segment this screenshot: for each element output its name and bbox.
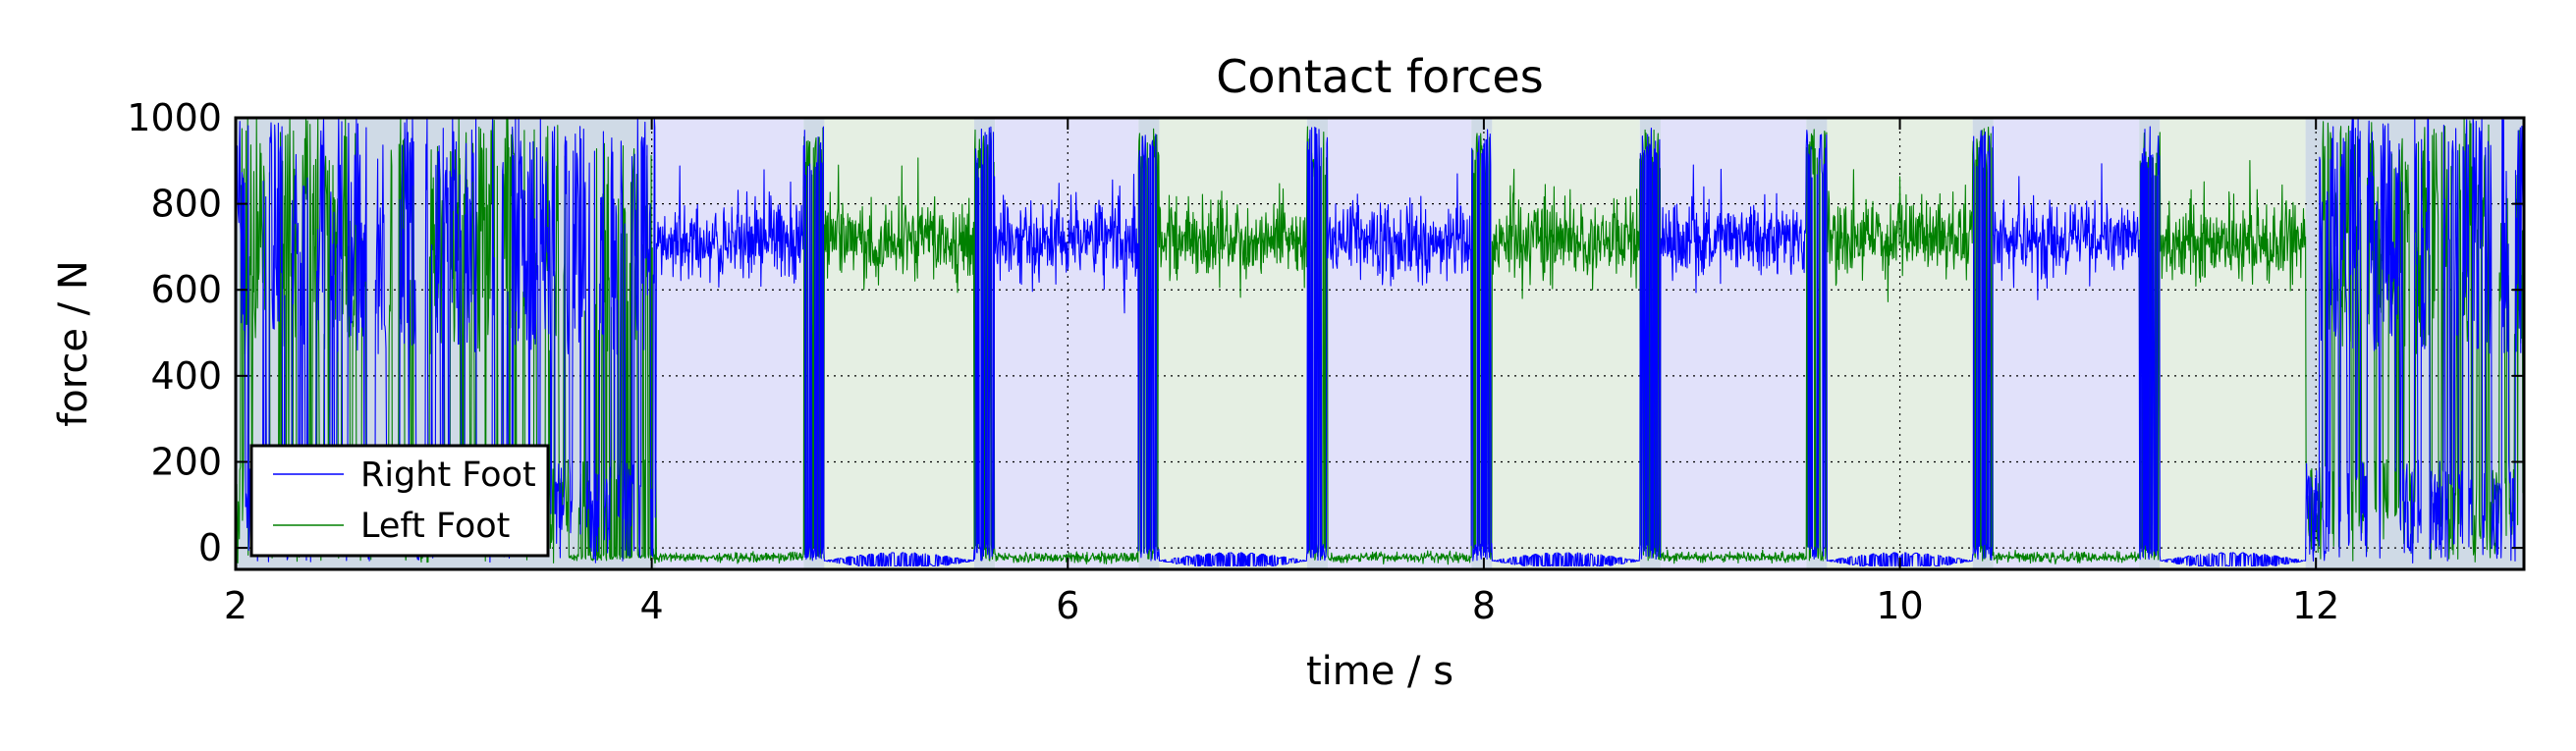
phase-band-left-19 [2160,118,2306,569]
phase-band-right-9 [1328,118,1472,569]
plot-frame [234,116,2526,571]
series-line-right-foot [235,117,2525,567]
x-tick-label-8: 8 [1472,584,1496,627]
legend-box [249,444,550,558]
y-tick-label-1000: 1000 [127,96,222,139]
series-layer [235,117,2525,567]
series-line-left-foot [235,117,2525,565]
y-tick-label-600: 600 [150,268,222,311]
chart-title: Contact forces [1216,50,1543,103]
x-tick-label-10: 10 [1876,584,1923,627]
x-tick-label-4: 4 [640,584,664,627]
phase-band-left-3 [824,118,974,569]
legend-label-right-foot: Right Foot [360,456,536,495]
axis-ticks: 2 4 6 8 10 12 0 200 400 600 800 1000 [127,96,2524,627]
y-axis-label: force / N [51,260,96,427]
y-tick-label-400: 400 [150,354,222,398]
x-tick-label-2: 2 [224,584,247,627]
phase-band-right-17 [1993,118,2140,569]
phase-shading [236,118,2524,569]
phase-band-right-1 [655,118,804,569]
y-tick-label-200: 200 [150,440,222,483]
phase-band-right-13 [1660,118,1807,569]
phase-band-left-7 [1159,118,1307,569]
x-tick-label-12: 12 [2292,584,2339,627]
legend: Right Foot Left Foot [249,444,550,558]
y-tick-label-0: 0 [198,526,222,569]
legend-label-left-foot: Left Foot [360,507,510,546]
phase-band-right-5 [995,118,1139,569]
y-tick-label-800: 800 [150,183,222,226]
x-axis-label: time / s [1306,649,1453,694]
x-tick-label-6: 6 [1056,584,1079,627]
phase-band-left-11 [1492,118,1640,569]
